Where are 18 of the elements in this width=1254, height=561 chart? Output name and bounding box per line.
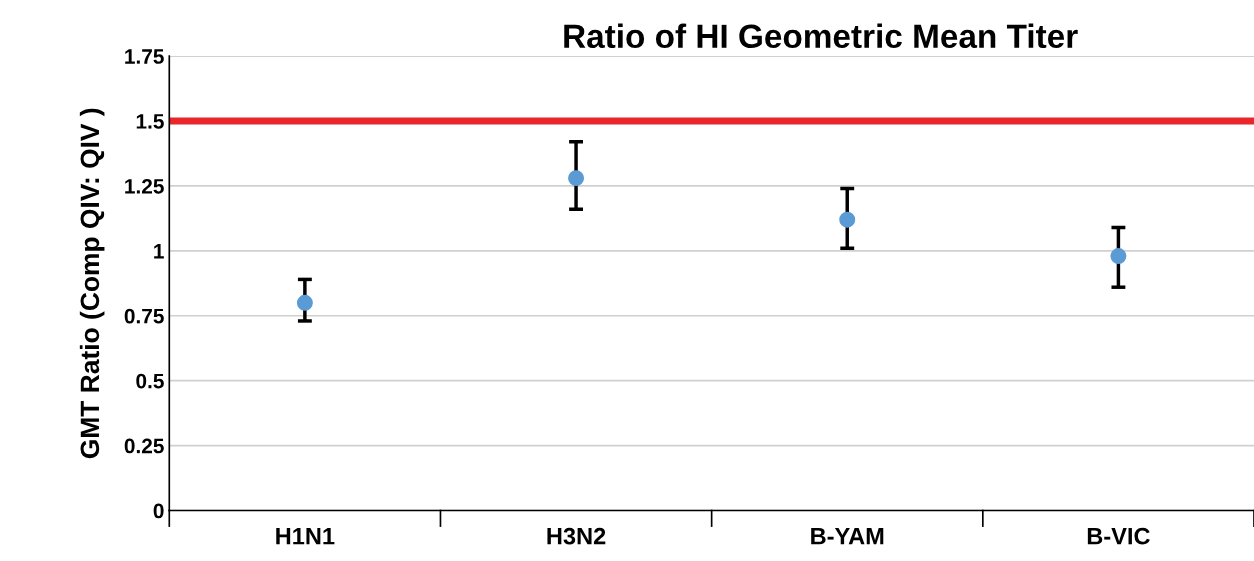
y-tick-label: 1 [154,244,164,259]
point [568,170,585,187]
y-tick-label: 0.75 [124,308,164,324]
point [839,211,856,228]
point [296,294,313,311]
x-tick-label: H3N2 [547,527,606,545]
y-axis-title: GMT Ratio (Comp QIV: QIV ) [79,108,105,459]
y-tick-label: 0.25 [124,438,164,454]
y-tick-label: 1.5 [136,114,164,129]
point [1110,248,1127,265]
y-tick-label: 0 [153,503,164,519]
x-tick-label: B-VIC [1087,527,1150,545]
x-tick-label: H1N1 [276,528,335,545]
y-tick-label: 1.75 [125,49,164,64]
chart-title: Ratio of HI Geometric Mean Titer [564,23,1078,49]
y-tick-label: 1.25 [125,178,164,194]
x-tick-label: B-YAM [811,528,884,545]
y-tick-label: 0.5 [136,373,164,389]
